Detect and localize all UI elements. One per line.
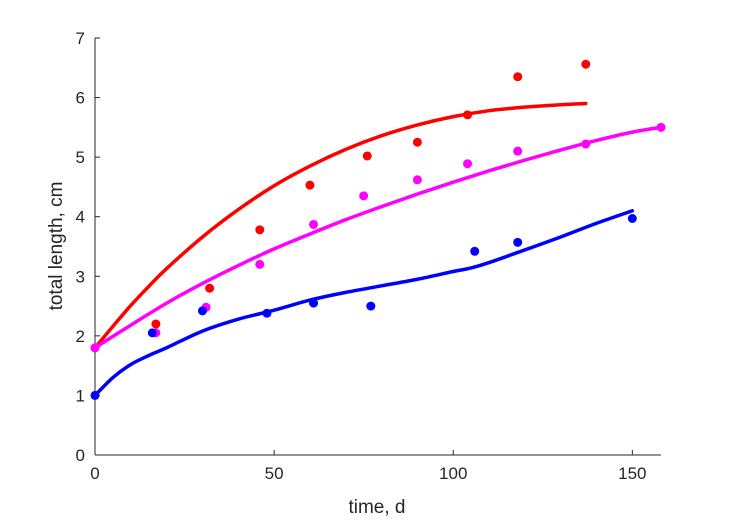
data-point — [412, 137, 422, 147]
data-point — [463, 110, 473, 120]
data-point — [366, 301, 376, 311]
axes: 0 50 100 150 0 1 2 3 4 5 6 7 — [76, 29, 661, 483]
series-layer — [90, 59, 666, 400]
y-tick-label: 5 — [76, 148, 85, 167]
y-tick-label: 1 — [76, 386, 85, 405]
data-point — [255, 259, 265, 269]
series-2 — [90, 122, 666, 353]
data-point — [513, 237, 523, 247]
data-point — [151, 319, 161, 329]
y-tick-label: 3 — [76, 267, 85, 286]
series-1 — [90, 59, 591, 353]
data-point — [362, 151, 372, 161]
x-tick-label: 0 — [90, 464, 99, 483]
series-3 — [90, 209, 637, 400]
fit-curve — [93, 101, 588, 350]
data-point — [581, 139, 591, 149]
data-point — [412, 175, 422, 185]
data-point — [581, 59, 591, 69]
data-point — [359, 191, 369, 201]
data-point — [90, 390, 100, 400]
fit-curve — [93, 209, 635, 398]
data-point — [627, 214, 637, 224]
data-point — [463, 159, 473, 169]
y-tick-label: 2 — [76, 327, 85, 346]
x-tick-label: 50 — [265, 464, 284, 483]
y-tick-label: 7 — [76, 29, 85, 48]
x-tick-label: 100 — [439, 464, 467, 483]
fit-curve — [93, 125, 663, 350]
data-point — [513, 72, 523, 82]
y-tick-label: 4 — [76, 208, 85, 227]
data-point — [470, 246, 480, 256]
y-tick-label: 6 — [76, 89, 85, 108]
data-point — [309, 219, 319, 229]
data-point — [147, 328, 157, 338]
y-tick-label: 0 — [76, 446, 85, 465]
x-axis-label: time, d — [348, 497, 405, 518]
data-point — [262, 308, 272, 318]
data-point — [305, 180, 315, 190]
data-point — [309, 298, 319, 308]
data-point — [255, 225, 265, 235]
y-axis-label: total length, cm — [46, 182, 67, 311]
data-point — [656, 122, 666, 132]
data-point — [205, 283, 215, 293]
data-point — [513, 146, 523, 156]
data-point — [90, 343, 100, 353]
x-tick-label: 150 — [618, 464, 646, 483]
data-point — [197, 306, 207, 316]
